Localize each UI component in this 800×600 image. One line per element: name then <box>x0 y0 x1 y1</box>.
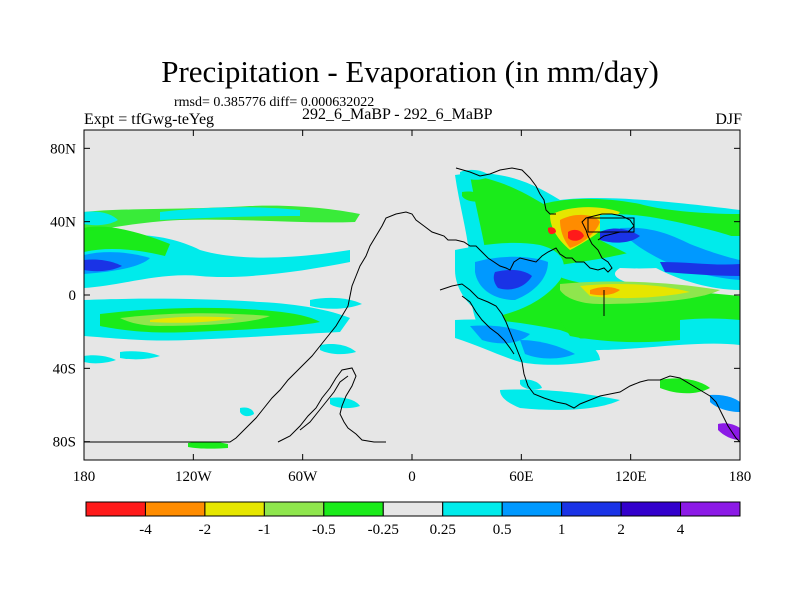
southern-continent <box>439 283 740 443</box>
colorbar-label: 0.25 <box>430 522 456 538</box>
coastline <box>84 167 740 443</box>
patch-7 <box>120 351 160 360</box>
asia-red-core-2 <box>548 227 556 235</box>
patch-5 <box>188 441 228 449</box>
x-axis: 180 120W 60W 0 60E 120E 180 <box>73 130 752 485</box>
ea-box <box>587 217 635 233</box>
americas-coast <box>84 211 635 443</box>
colorbar-label: 1 <box>558 522 566 538</box>
comparison-label: 292_6_MaBP - 292_6_MaBP <box>302 106 493 123</box>
sio-blue <box>470 325 530 344</box>
patch-6 <box>84 355 116 364</box>
x-tick-label: 60E <box>509 469 533 485</box>
colorbar-label: -4 <box>139 522 152 538</box>
sio-green-patch <box>660 378 710 394</box>
y-tick-label: 40S <box>53 361 76 377</box>
africa-coast <box>455 167 556 215</box>
y-axis: 80N 40N 0 40S 80S <box>50 141 740 451</box>
colorbar: -4 -2 -1 -0.5 -0.25 0.25 0.5 1 2 4 <box>85 501 741 538</box>
colorbar-swatch <box>442 501 503 517</box>
inner-land-3 <box>461 295 515 355</box>
sio-blue-2 <box>520 340 575 359</box>
colorbar-swatch <box>204 501 265 517</box>
patch-8 <box>460 169 490 180</box>
colorbar-swatch <box>620 501 682 517</box>
y-tick-label: 80S <box>53 435 76 451</box>
x-tick-label: 180 <box>729 469 752 485</box>
stats-line: rmsd= 0.385776 diff= 0.000632022 <box>174 95 375 110</box>
sio-cyan-2 <box>680 318 740 337</box>
patch-3 <box>330 397 360 409</box>
colorbar-label: -0.25 <box>368 522 399 538</box>
spac-yellow <box>150 316 235 323</box>
colorbar-swatch <box>85 501 146 517</box>
sio-cyan-south <box>500 389 620 410</box>
x-tick-label: 60W <box>288 469 318 485</box>
y-tick-label: 80N <box>50 141 76 157</box>
y-tick-label: 0 <box>69 288 77 304</box>
patch-2 <box>320 343 356 355</box>
colorbar-swatch <box>501 501 563 517</box>
patch-9 <box>462 191 486 202</box>
npac-green-band <box>84 226 170 256</box>
x-tick-label: 0 <box>408 469 416 485</box>
npac-darkblue-core <box>84 259 122 272</box>
colorbar-label: 4 <box>677 522 685 538</box>
x-tick-label: 120E <box>615 469 647 485</box>
colorbar-swatch <box>561 501 622 517</box>
colorbar-swatch <box>263 501 325 517</box>
colorbar-swatch <box>144 501 206 517</box>
colorbar-label: -2 <box>199 522 212 538</box>
inner-land-2 <box>299 375 349 431</box>
experiment-label: Expt = tfGwg-teYeg <box>84 111 215 128</box>
colorbar-label: -1 <box>258 522 271 538</box>
x-tick-label: 120W <box>175 469 213 485</box>
nw-cyan-strip <box>160 207 300 220</box>
patch-10 <box>520 379 542 390</box>
colorbar-swatch <box>323 501 384 517</box>
colorbar-swatch <box>680 501 741 517</box>
io-orange-core <box>590 287 620 296</box>
sio-green <box>560 317 680 343</box>
colorbar-label: -0.5 <box>312 522 336 538</box>
y-tick-label: 40N <box>50 215 76 231</box>
patch-4 <box>240 407 254 417</box>
arab-darkblue <box>493 269 532 290</box>
sio-blue-south <box>710 394 740 412</box>
colorbar-swatch <box>382 501 444 517</box>
x-tick-label: 180 <box>73 469 96 485</box>
ne-pac-cyan <box>84 211 118 226</box>
colorbar-label: 2 <box>617 522 625 538</box>
chart-title: Precipitation - Evaporation (in mm/day) <box>161 54 659 89</box>
ea-darkblue <box>660 262 740 276</box>
asia-red-core-1 <box>568 229 584 241</box>
colorbar-label: 0.5 <box>493 522 512 538</box>
season-label: DJF <box>715 111 742 128</box>
inner-land-1 <box>277 367 386 443</box>
